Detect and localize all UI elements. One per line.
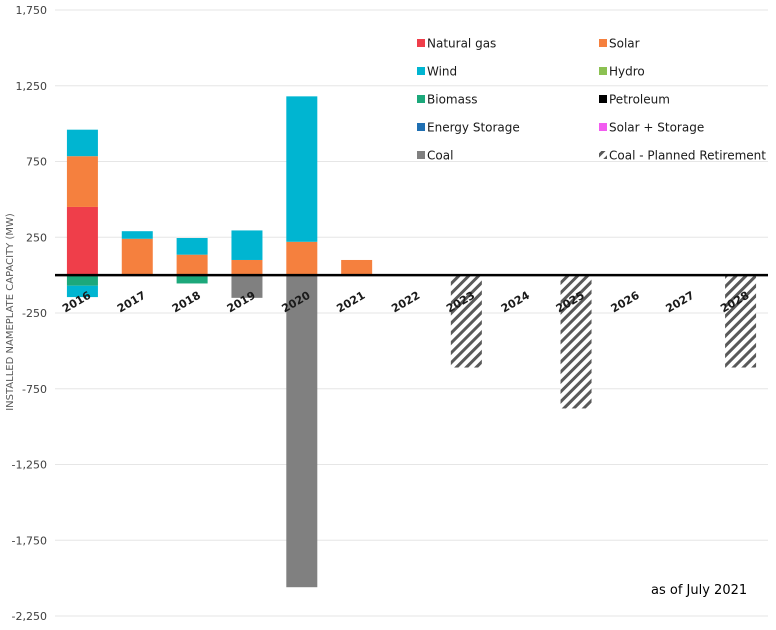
x-tick-label: 2017 — [115, 289, 148, 316]
y-tick-label: -250 — [22, 307, 47, 320]
x-tick-label: 2027 — [663, 289, 696, 316]
x-tick-label: 2024 — [499, 289, 532, 316]
axes: 2016 2017 2018 2019 2020 2021 2022 2023 2024 2025… — [55, 273, 768, 316]
bar-solar-2018 — [176, 254, 208, 276]
y-tick-label: -1,750 — [12, 534, 47, 547]
legend-label-biomass: Biomass — [427, 93, 477, 107]
legend-label-energy-storage: Energy Storage — [427, 121, 520, 135]
x-tick-label: 2021 — [334, 289, 367, 316]
bar-coal-planned-retirement-2028 — [725, 275, 757, 368]
legend-swatch-coal — [417, 151, 425, 159]
bar-natural-gas-2016 — [66, 206, 98, 276]
legend-label-petroleum: Petroleum — [609, 93, 670, 107]
legend-label-hydro: Hydro — [609, 65, 645, 79]
y-tick-label: 1,250 — [16, 80, 48, 93]
legend-label-coal-planned-retirement: Coal - Planned Retirement — [609, 149, 766, 163]
bar-coal-planned-retirement-2023 — [450, 275, 482, 368]
gridlines: 1,750 1,250 750 250 -250 -750 -1,250 -1,750 -2,2… — [12, 4, 768, 623]
bar-wind-2016-negative — [66, 285, 98, 298]
bar-solar-2016 — [66, 156, 98, 207]
legend-swatch-natural-gas — [417, 39, 425, 47]
y-tick-label: 750 — [26, 156, 47, 169]
legend-swatch-hydro — [599, 67, 607, 75]
y-axis-label: INSTALLED NAMEPLATE CAPACITY (MW) — [5, 213, 16, 411]
x-tick-label: 2022 — [389, 289, 422, 316]
legend-swatch-wind — [417, 67, 425, 75]
y-tick-label: -2,250 — [12, 610, 47, 623]
legend-swatch-biomass — [417, 95, 425, 103]
as-of-note: as of July 2021 — [651, 583, 747, 598]
x-tick-label: 2026 — [609, 289, 642, 316]
legend-label-coal: Coal — [427, 149, 453, 163]
bar-coal-planned-retirement-2025 — [560, 275, 592, 409]
bar-wind-2018 — [176, 238, 208, 255]
x-tick-label: 2018 — [170, 289, 203, 316]
bar-biomass-2016 — [66, 275, 98, 286]
legend: Natural gas Solar Wind Hydro Biomass Petroleu… — [417, 37, 766, 163]
legend-swatch-petroleum — [599, 95, 607, 103]
legend-label-wind: Wind — [427, 65, 457, 79]
y-tick-label: 250 — [26, 231, 47, 244]
y-tick-label: -1,250 — [12, 459, 47, 472]
y-tick-label: 1,750 — [16, 4, 48, 17]
bar-coal-2020 — [286, 275, 318, 588]
bar-wind-2019 — [231, 230, 263, 260]
bar-solar-2021 — [341, 259, 373, 276]
legend-label-solar-storage: Solar + Storage — [609, 121, 704, 135]
legend-swatch-solar — [599, 39, 607, 47]
bar-coal-2019 — [231, 275, 263, 298]
y-tick-label: -750 — [22, 383, 47, 396]
bar-wind-2017 — [121, 231, 153, 239]
legend-label-solar: Solar — [609, 37, 640, 51]
bar-solar-2019 — [231, 259, 263, 276]
legend-swatch-energy-storage — [417, 123, 425, 131]
legend-label-natural-gas: Natural gas — [427, 37, 496, 51]
bar-wind-2020 — [286, 96, 318, 242]
legend-swatch-coal-planned-retirement — [599, 151, 607, 159]
bar-biomass-2018 — [176, 275, 208, 284]
bars — [66, 96, 757, 588]
bar-wind-2016 — [66, 129, 98, 157]
bar-solar-2020 — [286, 241, 318, 276]
legend-swatch-solar-storage — [599, 123, 607, 131]
bar-solar-2017 — [121, 238, 153, 276]
